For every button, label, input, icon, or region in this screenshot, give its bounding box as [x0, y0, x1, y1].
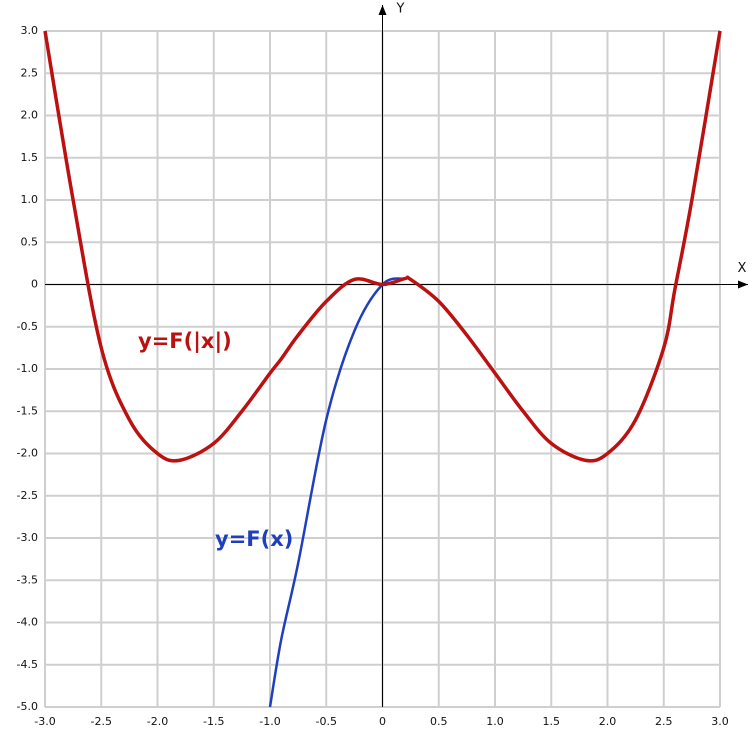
y-tick-label: -3.0	[17, 531, 38, 544]
y-axis-arrow	[378, 5, 387, 15]
series-line	[43, 30, 722, 463]
series-label: y=F(|x|)	[138, 329, 232, 354]
y-tick-label: -2.0	[17, 447, 38, 460]
y-tick-label: -1.0	[17, 362, 38, 375]
y-tick-label: -1.5	[17, 404, 38, 417]
y-tick-label: -0.5	[17, 320, 38, 333]
y-tick-label: 2.5	[21, 66, 39, 79]
y-tick-label: 1.0	[21, 193, 39, 206]
x-tick-label: 0	[379, 715, 386, 728]
y-tick-label: -3.5	[17, 573, 38, 586]
y-axis-label: Y	[396, 2, 405, 17]
series-label: y=F(x)	[215, 527, 293, 551]
y-tick-label: 3.0	[21, 24, 39, 37]
x-tick-label: 2.0	[599, 715, 617, 728]
x-tick-label: 0.5	[430, 715, 448, 728]
x-tick-label: -1.0	[259, 715, 280, 728]
x-tick-label: -2.0	[147, 715, 168, 728]
y-tick-label: 2.0	[21, 109, 39, 122]
x-tick-label: -1.5	[203, 715, 224, 728]
y-tick-label: -2.5	[17, 489, 38, 502]
x-tick-label: 1.5	[543, 715, 561, 728]
y-tick-label: 0	[31, 278, 38, 291]
x-axis-label: X	[738, 261, 747, 276]
y-tick-label: -4.5	[17, 658, 38, 671]
y-tick-label: 1.5	[21, 151, 39, 164]
x-tick-label: -2.5	[91, 715, 112, 728]
x-tick-label: -0.5	[316, 715, 337, 728]
y-tick-label: -5.0	[17, 700, 38, 713]
x-tick-label: 1.0	[486, 715, 504, 728]
x-axis-arrow	[738, 280, 748, 289]
x-tick-label: 3.0	[711, 715, 729, 728]
x-tick-label: 2.5	[655, 715, 673, 728]
x-tick-label: -3.0	[34, 715, 55, 728]
y-tick-label: 0.5	[21, 235, 39, 248]
y-tick-label: -4.0	[17, 616, 38, 629]
